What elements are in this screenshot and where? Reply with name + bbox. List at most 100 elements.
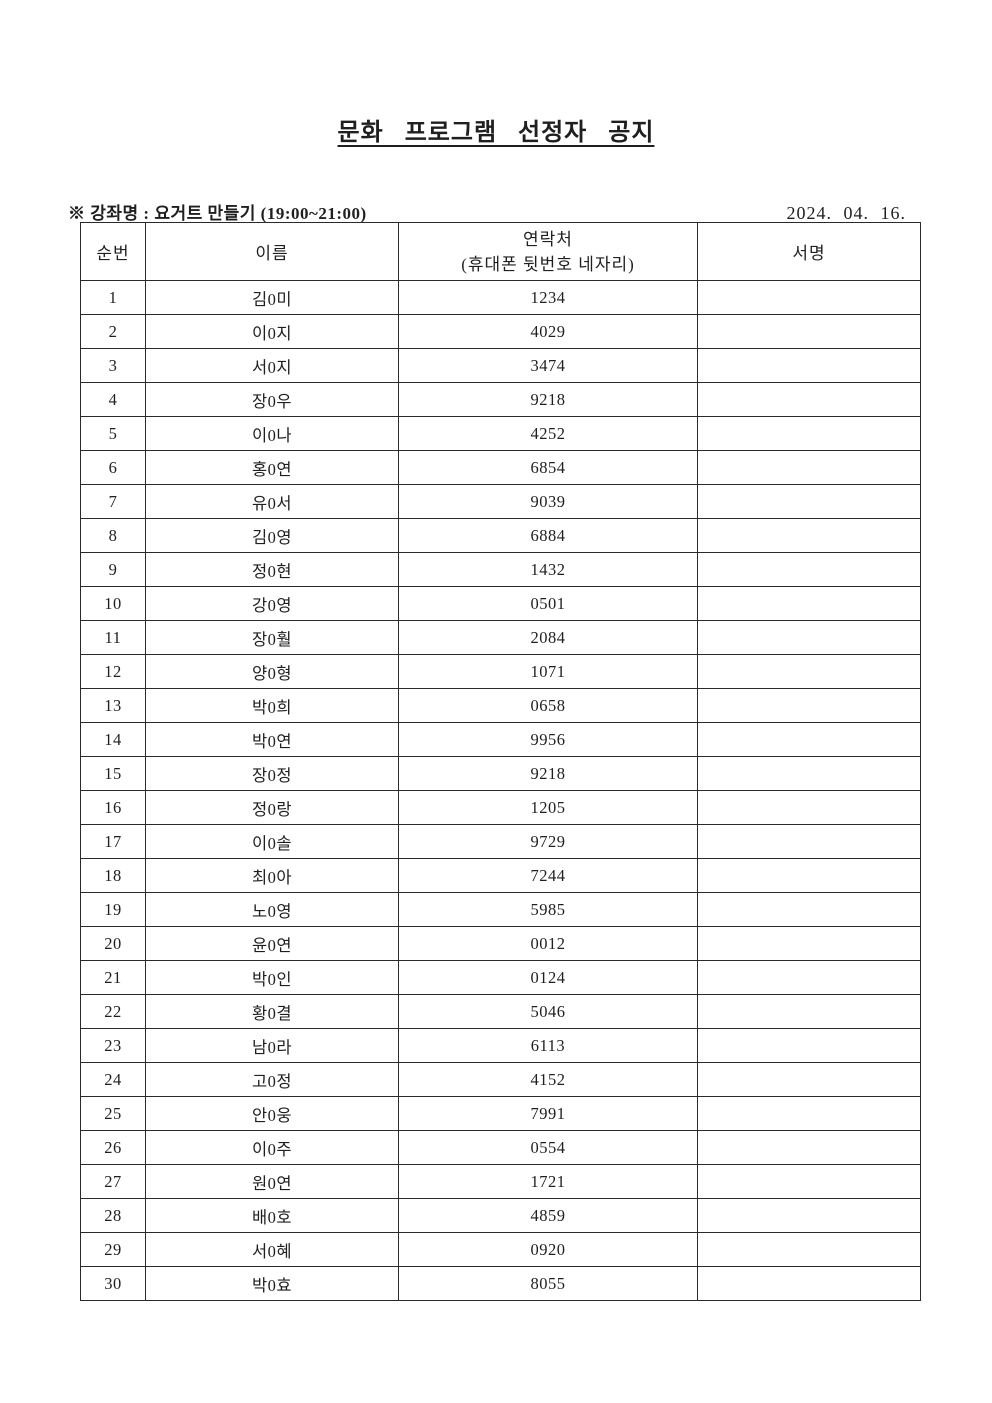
row-contact-cell: 6884 [398, 518, 698, 553]
row-name-cell: 정0현 [145, 552, 399, 587]
table-row: 19 노0영 5985 [80, 892, 921, 927]
row-number-cell: 20 [80, 926, 146, 961]
table-row: 11 장0훨 2084 [80, 620, 921, 655]
info-row: ※ 강좌명 : 요거트 만들기 (19:00~21:00) 2024. 04. … [68, 199, 906, 224]
table-row: 15 장0정 9218 [80, 756, 921, 791]
row-name-cell: 남0라 [145, 1028, 399, 1063]
row-number-cell: 15 [80, 756, 146, 791]
row-name-cell: 김0미 [145, 280, 399, 315]
column-header-signature: 서명 [697, 222, 921, 281]
row-signature-cell [697, 1028, 921, 1063]
row-signature-cell [697, 586, 921, 621]
row-signature-cell [697, 858, 921, 893]
row-name-cell: 정0랑 [145, 790, 399, 825]
row-contact-cell: 4029 [398, 314, 698, 349]
row-name-cell: 이0나 [145, 416, 399, 451]
row-number-cell: 25 [80, 1096, 146, 1131]
row-contact-cell: 5985 [398, 892, 698, 927]
row-number-cell: 14 [80, 722, 146, 757]
row-contact-cell: 0658 [398, 688, 698, 723]
row-name-cell: 최0아 [145, 858, 399, 893]
row-number-cell: 19 [80, 892, 146, 927]
row-signature-cell [697, 654, 921, 689]
header-row: 순번 이름 연락처 (휴대폰 뒷번호 네자리) 서명 [80, 222, 921, 281]
row-signature-cell [697, 314, 921, 349]
row-signature-cell [697, 1062, 921, 1097]
row-number-cell: 3 [80, 348, 146, 383]
row-contact-cell: 9729 [398, 824, 698, 859]
row-number-cell: 17 [80, 824, 146, 859]
table-row: 17 이0솔 9729 [80, 824, 921, 859]
table-row: 21 박0인 0124 [80, 960, 921, 995]
row-signature-cell [697, 620, 921, 655]
row-contact-cell: 5046 [398, 994, 698, 1029]
row-name-cell: 홍0연 [145, 450, 399, 485]
row-number-cell: 30 [80, 1266, 146, 1301]
table-row: 13 박0희 0658 [80, 688, 921, 723]
row-name-cell: 양0형 [145, 654, 399, 689]
row-signature-cell [697, 1198, 921, 1233]
row-number-cell: 23 [80, 1028, 146, 1063]
row-contact-cell: 1205 [398, 790, 698, 825]
row-number-cell: 10 [80, 586, 146, 621]
row-number-cell: 7 [80, 484, 146, 519]
row-contact-cell: 4252 [398, 416, 698, 451]
row-name-cell: 노0영 [145, 892, 399, 927]
row-name-cell: 윤0연 [145, 926, 399, 961]
row-contact-cell: 0012 [398, 926, 698, 961]
row-contact-cell: 0920 [398, 1232, 698, 1267]
document-date: 2024. 04. 16. [786, 203, 906, 223]
row-contact-cell: 4152 [398, 1062, 698, 1097]
table-row: 10 강0영 0501 [80, 586, 921, 621]
row-number-cell: 9 [80, 552, 146, 587]
row-contact-cell: 1071 [398, 654, 698, 689]
table-row: 22 황0결 5046 [80, 994, 921, 1029]
row-name-cell: 이0지 [145, 314, 399, 349]
row-contact-cell: 9956 [398, 722, 698, 757]
row-contact-cell: 4859 [398, 1198, 698, 1233]
row-signature-cell [697, 994, 921, 1029]
row-signature-cell [697, 416, 921, 451]
row-name-cell: 박0연 [145, 722, 399, 757]
row-name-cell: 이0주 [145, 1130, 399, 1165]
row-name-cell: 이0솔 [145, 824, 399, 859]
table-row: 30 박0효 8055 [80, 1266, 921, 1301]
row-number-cell: 1 [80, 280, 146, 315]
row-signature-cell [697, 1164, 921, 1199]
table-row: 23 남0라 6113 [80, 1028, 921, 1063]
table-row: 29 서0혜 0920 [80, 1232, 921, 1267]
table-row: 3 서0지 3474 [80, 348, 921, 383]
row-number-cell: 12 [80, 654, 146, 689]
table-row: 25 안0웅 7991 [80, 1096, 921, 1131]
row-name-cell: 유0서 [145, 484, 399, 519]
row-signature-cell [697, 552, 921, 587]
row-contact-cell: 3474 [398, 348, 698, 383]
column-header-number: 순번 [80, 222, 146, 281]
row-name-cell: 김0영 [145, 518, 399, 553]
row-contact-cell: 8055 [398, 1266, 698, 1301]
table-row: 24 고0정 4152 [80, 1062, 921, 1097]
row-contact-cell: 1234 [398, 280, 698, 315]
row-number-cell: 27 [80, 1164, 146, 1199]
row-signature-cell [697, 518, 921, 553]
row-signature-cell [697, 756, 921, 791]
table-row: 26 이0주 0554 [80, 1130, 921, 1165]
row-contact-cell: 6854 [398, 450, 698, 485]
row-name-cell: 배0호 [145, 1198, 399, 1233]
row-name-cell: 박0희 [145, 688, 399, 723]
row-signature-cell [697, 1232, 921, 1267]
row-contact-cell: 9218 [398, 382, 698, 417]
row-contact-cell: 7244 [398, 858, 698, 893]
row-signature-cell [697, 348, 921, 383]
participant-table: 순번 이름 연락처 (휴대폰 뒷번호 네자리) 서명 1 김0미 1234 2 … [80, 222, 921, 1301]
row-name-cell: 박0인 [145, 960, 399, 995]
row-contact-cell: 0554 [398, 1130, 698, 1165]
row-contact-cell: 1432 [398, 552, 698, 587]
row-number-cell: 26 [80, 1130, 146, 1165]
table-row: 28 배0호 4859 [80, 1198, 921, 1233]
row-signature-cell [697, 926, 921, 961]
row-number-cell: 22 [80, 994, 146, 1029]
row-contact-cell: 0501 [398, 586, 698, 621]
row-number-cell: 16 [80, 790, 146, 825]
